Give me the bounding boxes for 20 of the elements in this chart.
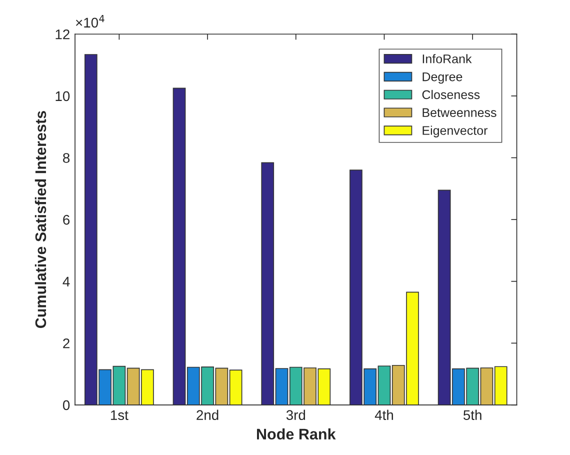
y-tick-label: 0 — [62, 400, 70, 410]
x-tick-label: 2nd — [196, 410, 218, 420]
legend-label: Betweenness — [422, 108, 496, 118]
legend-label: Eigenvector — [422, 126, 488, 138]
x-tick-label: 4th — [374, 410, 393, 420]
y-tick-label: 6 — [63, 214, 70, 225]
x-tick-label: 1st — [110, 410, 128, 420]
legend-label: Degree — [422, 72, 462, 84]
legend-label: Closeness — [422, 90, 480, 100]
x-tick-label: 5th — [463, 410, 482, 420]
text: ×10$^{4}$ — [76, 15, 104, 28]
y-axis-title: Cumulative Satisfied Interests — [34, 111, 46, 328]
y-tick-label: 10 — [56, 91, 70, 102]
x-tick-label: 3rd — [286, 410, 306, 420]
x-axis-title: Node Rank — [257, 428, 336, 440]
y-tick-label: 2 — [63, 338, 70, 348]
legend-label: InfoRank — [422, 54, 472, 64]
y-tick-label: 12 — [56, 29, 70, 40]
y-tick-label: 4 — [62, 276, 70, 286]
y-tick-label: 8 — [63, 153, 70, 163]
